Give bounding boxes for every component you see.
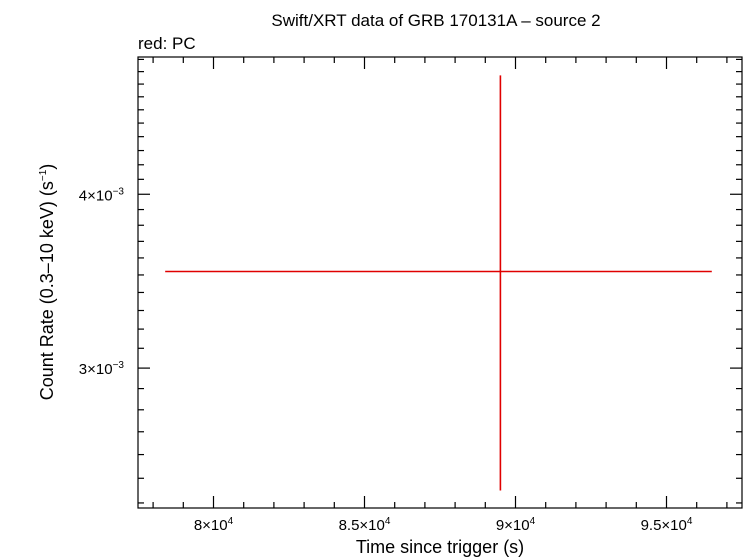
- x-tick-label-base: 9.5×10: [641, 517, 687, 534]
- x-tick-labels: 8×104 8.5×104 9×104 9.5×104: [194, 516, 693, 534]
- x-tick-label-exp: 4: [385, 516, 391, 527]
- y-axis-label-main: Count Rate (0.3–10 keV) (s: [37, 181, 57, 400]
- y-tick-label-base: 3×10: [79, 361, 113, 378]
- y-axis-label: Count Rate (0.3–10 keV) (s−1): [37, 164, 57, 401]
- x-tick-label: 8.5×104: [339, 516, 391, 534]
- x-tick-label-base: 8.5×10: [339, 517, 385, 534]
- y-tick-label: 3×10−3: [79, 360, 125, 378]
- y-axis-label-end: ): [37, 164, 57, 170]
- x-tick-label: 9×104: [496, 516, 536, 534]
- data-point: [165, 75, 712, 491]
- x-tick-label-base: 8×10: [194, 517, 228, 534]
- y-tick-label-exp: −3: [113, 360, 125, 371]
- y-axis-label-sup: −1: [38, 169, 49, 181]
- chart-subtitle: red: PC: [138, 34, 196, 53]
- chart-title: Swift/XRT data of GRB 170131A – source 2: [271, 11, 600, 30]
- x-tick-label-exp: 4: [530, 516, 536, 527]
- x-ticks: [152, 57, 728, 508]
- x-tick-label: 8×104: [194, 516, 234, 534]
- y-tick-label: 4×10−3: [79, 186, 125, 204]
- y-tick-label-base: 4×10: [79, 187, 113, 204]
- x-tick-label-exp: 4: [228, 516, 234, 527]
- x-tick-label: 9.5×104: [641, 516, 693, 534]
- x-tick-label-exp: 4: [687, 516, 693, 527]
- plot-frame: [137, 56, 743, 509]
- data-series: [165, 75, 712, 491]
- y-ticks: [138, 58, 742, 504]
- x-axis-label: Time since trigger (s): [356, 537, 524, 557]
- y-tick-label-exp: −3: [113, 186, 125, 197]
- y-tick-labels: 3×10−34×10−3: [79, 186, 125, 378]
- x-tick-label-base: 9×10: [496, 517, 530, 534]
